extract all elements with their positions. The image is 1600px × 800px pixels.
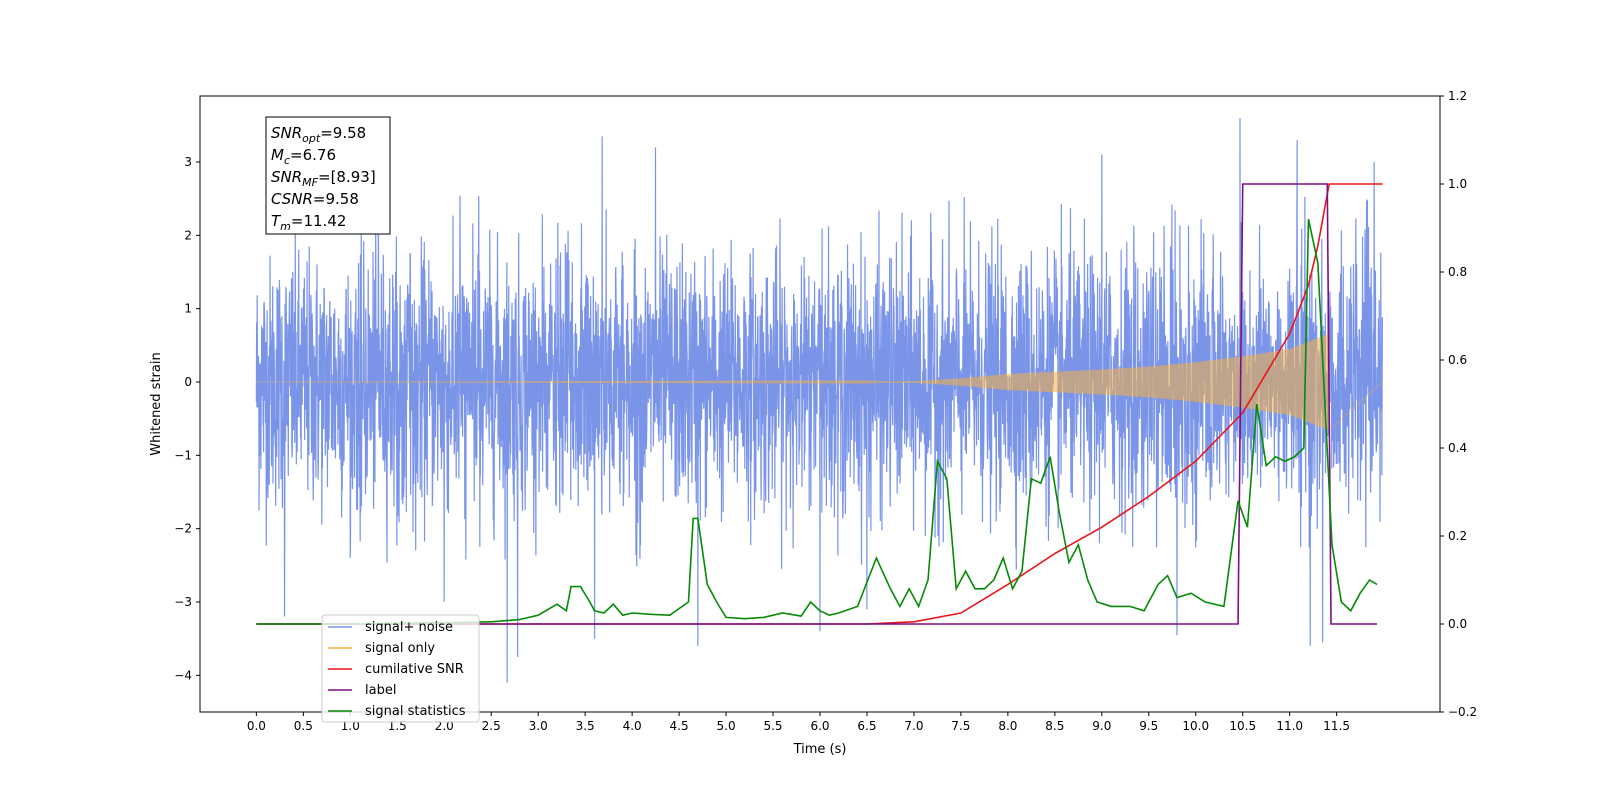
x-tick-label: 6.5 bbox=[857, 719, 876, 733]
x-tick-label: 3.0 bbox=[529, 719, 548, 733]
x-tick-label: 10.0 bbox=[1182, 719, 1209, 733]
legend-frame bbox=[321, 614, 480, 723]
y-left-tick-label: −1 bbox=[174, 448, 192, 462]
x-tick-label: 5.0 bbox=[717, 719, 736, 733]
series-cumilative-snr-line bbox=[256, 183, 1383, 625]
annotation-line: CSNR=9.58 bbox=[271, 190, 359, 208]
legend-label-signal-noise: signal+ noise bbox=[365, 620, 453, 635]
y-right-tick-label: 1.0 bbox=[1448, 177, 1467, 191]
y-axis-right: −0.2 0.0 0.2 0.4 0.6 0.8 1.0 1.2 bbox=[1440, 89, 1477, 719]
annotation-line: Tm=11.42 bbox=[271, 212, 346, 233]
series-signal-only bbox=[256, 333, 1383, 432]
series-label-line bbox=[256, 183, 1378, 625]
legend-label-signal-statistics: signal statistics bbox=[365, 704, 466, 719]
legend: signal+ noise signal only cumilative SNR la… bbox=[321, 614, 480, 723]
annotation-line: SNRopt=9.58 bbox=[271, 124, 366, 145]
annotation-frame bbox=[265, 116, 391, 235]
legend-label-cumilative-snr: cumilative SNR bbox=[365, 662, 464, 677]
y-left-tick-label: −2 bbox=[174, 522, 192, 536]
annotation-line: SNRMF=[8.93] bbox=[271, 168, 376, 189]
y-left-tick-label: 0 bbox=[184, 375, 192, 389]
x-tick-label: 10.5 bbox=[1229, 719, 1256, 733]
y-right-tick-label: 0.4 bbox=[1448, 441, 1467, 455]
x-tick-label: 7.5 bbox=[951, 719, 970, 733]
x-axis-label: Time (s) bbox=[793, 742, 847, 757]
y-right-tick-label: 1.2 bbox=[1448, 89, 1467, 103]
y-right-tick-label: 0.6 bbox=[1448, 353, 1467, 367]
series-signal-statistics-line bbox=[256, 219, 1378, 625]
x-axis: 0.0 0.5 1.0 1.5 2.0 2.5 3.0 3.5 4.0 4.5 5.0 5.5 6.0 6… bbox=[247, 712, 1350, 733]
y-right-tick-label: 0.2 bbox=[1448, 529, 1467, 543]
x-tick-label: 3.5 bbox=[576, 719, 595, 733]
x-tick-label: 8.0 bbox=[998, 719, 1017, 733]
x-tick-label: 0.0 bbox=[247, 719, 266, 733]
x-tick-label: 11.5 bbox=[1323, 719, 1350, 733]
x-tick-label: 5.5 bbox=[763, 719, 782, 733]
x-tick-label: 9.0 bbox=[1092, 719, 1111, 733]
series-label bbox=[256, 183, 1378, 625]
x-tick-label: 2.5 bbox=[482, 719, 501, 733]
y-right-tick-label: 0.0 bbox=[1448, 617, 1467, 631]
y-left-tick-label: 1 bbox=[184, 302, 192, 316]
x-tick-label: 4.0 bbox=[623, 719, 642, 733]
x-tick-label: 7.0 bbox=[904, 719, 923, 733]
y-left-tick-label: −3 bbox=[174, 595, 192, 609]
y-left-tick-label: −4 bbox=[174, 668, 192, 682]
legend-label-signal-only: signal only bbox=[365, 641, 435, 656]
plot-series bbox=[255, 117, 1384, 683]
y-right-tick-label: 0.8 bbox=[1448, 265, 1467, 279]
y-axis-left: −4 −3 −2 −1 0 1 2 3 bbox=[174, 155, 200, 682]
series-cumilative-snr bbox=[256, 183, 1383, 625]
x-tick-label: 9.5 bbox=[1139, 719, 1158, 733]
legend-label-label: label bbox=[365, 683, 396, 698]
y-axis-label-left: Whitened strain bbox=[149, 352, 164, 455]
x-tick-label: 0.5 bbox=[294, 719, 313, 733]
x-tick-label: 11.0 bbox=[1276, 719, 1303, 733]
x-tick-label: 6.0 bbox=[810, 719, 829, 733]
y-right-tick-label: −0.2 bbox=[1448, 705, 1477, 719]
x-tick-label: 8.5 bbox=[1045, 719, 1064, 733]
y-left-tick-label: 2 bbox=[184, 228, 192, 242]
y-left-tick-label: 3 bbox=[184, 155, 192, 169]
annotation-line: Mc=6.76 bbox=[271, 146, 336, 167]
x-tick-label: 4.5 bbox=[670, 719, 689, 733]
series-signal-statistics bbox=[256, 219, 1378, 625]
